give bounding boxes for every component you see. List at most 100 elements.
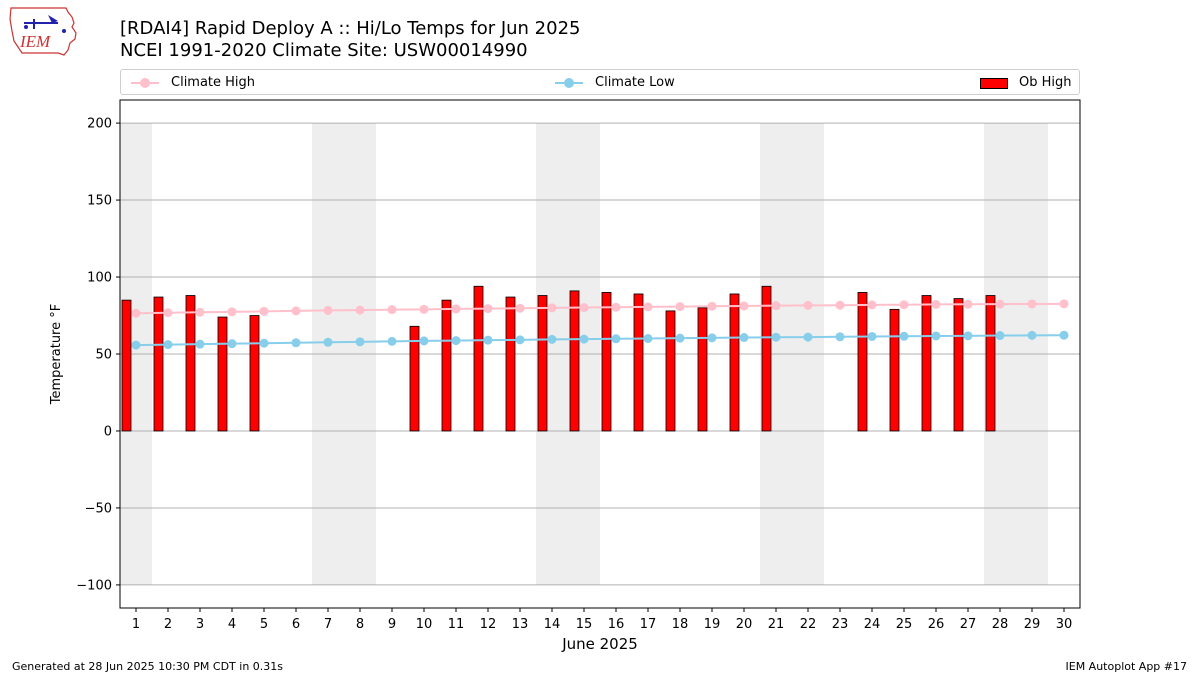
climate-low-point (259, 338, 269, 348)
climate-low-point (803, 332, 813, 342)
climate-low-line (135, 334, 1065, 347)
x-tick-label: 30 (1056, 617, 1073, 632)
y-tick-label: −50 (85, 501, 112, 516)
x-tick-label: 18 (672, 617, 689, 632)
climate-low-point (963, 331, 973, 341)
climate-low-point (707, 333, 717, 343)
x-tick-label: 13 (512, 617, 529, 632)
legend-climate-low-label: Climate Low (595, 75, 675, 90)
climate-low-point (419, 336, 429, 346)
legend-climate-high-label: Climate High (171, 75, 256, 90)
x-tick-label: 11 (448, 617, 465, 632)
climate-high-point (675, 302, 685, 312)
legend-climate-high: Climate High (131, 74, 255, 92)
ob-high-bar (505, 296, 516, 432)
climate-high-point (611, 302, 621, 312)
y-axis-label: Temperature °F (49, 304, 64, 405)
climate-low-point (995, 331, 1005, 341)
climate-high-point (707, 301, 717, 311)
climate-high-point (771, 301, 781, 311)
climate-low-line-icon (555, 74, 583, 92)
x-tick-label: 2 (164, 617, 172, 632)
climate-high-point (899, 300, 909, 310)
x-tick-label: 25 (896, 617, 913, 632)
climate-high-point (259, 306, 269, 316)
x-tick-label: 12 (480, 617, 497, 632)
climate-low-point (163, 340, 173, 350)
climate-low-point (899, 331, 909, 341)
climate-low-point (131, 340, 141, 350)
climate-high-point (131, 308, 141, 318)
x-tick-label: 28 (992, 617, 1009, 632)
x-tick-label: 8 (356, 617, 364, 632)
climate-high-point (579, 303, 589, 313)
x-tick-label: 17 (640, 617, 657, 632)
climate-high-point (323, 305, 333, 315)
x-tick-label: 21 (768, 617, 785, 632)
x-tick-label: 5 (260, 617, 268, 632)
legend-ob-high: Ob High (980, 74, 1072, 92)
climate-high-point (419, 304, 429, 314)
climate-low-point (1027, 330, 1037, 340)
y-tick-label: 50 (95, 348, 112, 363)
ob-high-bar (729, 293, 740, 432)
x-tick-label: 9 (388, 617, 396, 632)
ob-high-bar (953, 298, 964, 432)
ob-high-bar (569, 290, 580, 432)
climate-high-point (195, 307, 205, 317)
x-tick-label: 20 (736, 617, 753, 632)
footer-app: IEM Autoplot App #17 (1065, 660, 1188, 673)
climate-high-point (387, 305, 397, 315)
climate-high-point (835, 300, 845, 310)
x-tick-label: 15 (576, 617, 593, 632)
climate-high-point (227, 307, 237, 317)
climate-low-point (867, 331, 877, 341)
climate-high-point (451, 304, 461, 314)
ob-high-bar (889, 308, 900, 432)
y-tick-label: 150 (87, 194, 112, 209)
logo-text: IEM (19, 32, 51, 51)
x-tick-label: 3 (196, 617, 204, 632)
ob-high-bar (601, 292, 612, 432)
climate-low-point (355, 337, 365, 347)
ob-high-bar (441, 299, 452, 432)
climate-high-point (163, 308, 173, 318)
ob-high-bar (409, 325, 420, 432)
climate-low-point (195, 339, 205, 349)
ob-high-bar (857, 292, 868, 432)
climate-low-point (771, 332, 781, 342)
x-tick-label: 16 (608, 617, 625, 632)
climate-low-point (451, 336, 461, 346)
climate-low-point (1059, 330, 1069, 340)
climate-high-point (739, 301, 749, 311)
x-axis-label: June 2025 (561, 635, 638, 653)
climate-low-point (675, 333, 685, 343)
ob-high-bar (185, 295, 196, 432)
climate-high-point (963, 299, 973, 309)
chart-legend: Climate High Climate Low Ob High (120, 69, 1080, 95)
climate-high-line-icon (131, 74, 159, 92)
iem-logo: IEM (9, 7, 77, 56)
ob-high-bar (537, 295, 548, 432)
climate-low-point (323, 337, 333, 347)
x-tick-label: 22 (800, 617, 817, 632)
y-tick-label: 200 (87, 117, 112, 132)
legend-ob-high-label: Ob High (1019, 75, 1072, 90)
x-tick-label: 4 (228, 617, 236, 632)
climate-low-point (227, 339, 237, 349)
ob-high-bar (249, 315, 260, 432)
x-tick-label: 14 (544, 617, 561, 632)
ob-high-bar (665, 310, 676, 432)
x-tick-label: 10 (416, 617, 433, 632)
climate-high-point (931, 299, 941, 309)
climate-low-point (483, 335, 493, 345)
x-tick-label: 26 (928, 617, 945, 632)
ob-high-bar (985, 295, 996, 432)
ob-high-bar (761, 285, 772, 432)
title-line-1: [RDAI4] Rapid Deploy A :: Hi/Lo Temps fo… (120, 18, 581, 39)
climate-high-point (483, 304, 493, 314)
x-tick-label: 24 (864, 617, 881, 632)
climate-low-point (547, 334, 557, 344)
x-tick-label: 29 (1024, 617, 1041, 632)
ob-high-bar (633, 293, 644, 432)
